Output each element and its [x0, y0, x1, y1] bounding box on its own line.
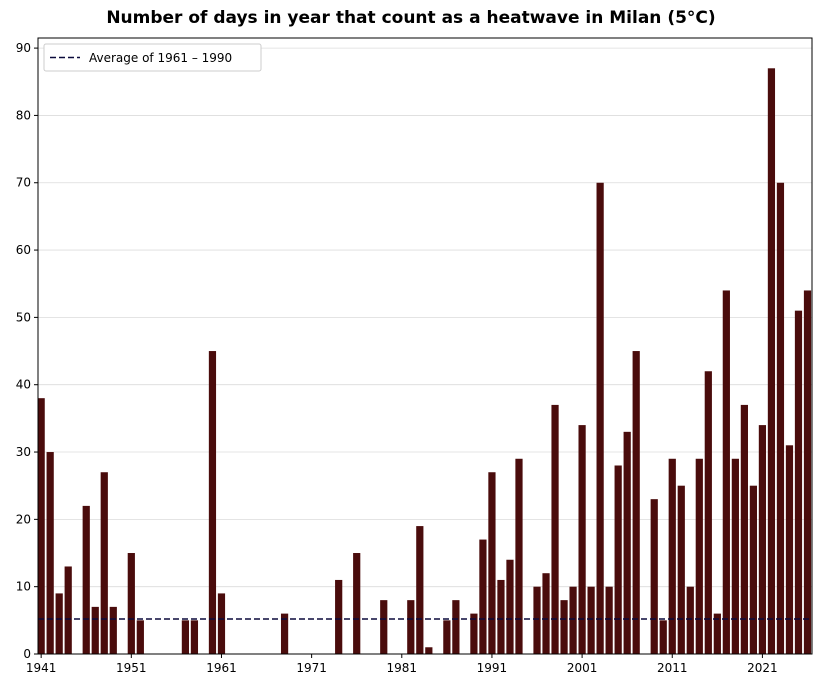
bar-1983: [416, 526, 424, 654]
x-tick-label: 1961: [206, 661, 237, 675]
bar-1992: [497, 579, 505, 654]
bar-1997: [542, 573, 550, 654]
bar-2012: [677, 485, 685, 654]
bar-2017: [722, 290, 730, 654]
y-tick-label: 30: [16, 445, 31, 459]
bar-2000: [569, 586, 577, 654]
x-tick-label: 1941: [26, 661, 57, 675]
plot-frame: [37, 37, 813, 655]
bar-1952: [136, 620, 144, 654]
bar-1968: [280, 613, 289, 654]
bar-2023: [776, 182, 785, 654]
bar-1957: [181, 620, 190, 654]
legend-box: [43, 43, 262, 72]
y-axis: 0 10 20 30 40 50 60 70 80 90: [16, 41, 38, 661]
bar-2019: [740, 404, 748, 654]
x-tick-label: 1951: [116, 661, 147, 675]
bars: [37, 68, 812, 654]
bar-1948: [100, 472, 108, 654]
bar-1942: [46, 452, 54, 654]
y-tick-label: 10: [16, 580, 31, 594]
bar-1974: [335, 579, 343, 654]
bar-2016: [713, 613, 721, 654]
y-tick-label: 20: [16, 512, 31, 526]
x-tick-label: 1991: [477, 661, 508, 675]
bar-1996: [533, 586, 541, 654]
y-tick-label: 90: [16, 41, 31, 55]
bar-1987: [452, 600, 460, 654]
bar-2001: [578, 425, 586, 654]
x-tick-label: 2021: [747, 661, 778, 675]
bar-2014: [695, 458, 703, 654]
bar-2015: [704, 371, 712, 654]
bar-1986: [443, 620, 451, 654]
legend-label: Average of 1961 – 1990: [89, 51, 232, 65]
bar-2006: [623, 431, 631, 654]
bar-1941: [37, 398, 45, 654]
bar-1989: [470, 613, 478, 654]
bar-1990: [479, 539, 487, 654]
x-tick-label: 1971: [296, 661, 327, 675]
bar-2021: [758, 425, 767, 654]
y-tick-label: 0: [23, 647, 31, 661]
bar-2020: [749, 485, 758, 654]
bar-1961: [217, 593, 226, 654]
x-tick-label: 2011: [657, 661, 688, 675]
bar-1984: [425, 647, 433, 654]
bar-1944: [64, 566, 72, 654]
bar-1999: [560, 600, 568, 654]
bar-1993: [506, 559, 514, 654]
y-tick-label: 40: [16, 378, 31, 392]
bar-2022: [767, 68, 776, 654]
bar-1960: [208, 351, 217, 654]
bar-2004: [605, 586, 613, 654]
bar-2025: [794, 310, 803, 654]
bar-1982: [407, 600, 415, 654]
y-tick-label: 60: [16, 243, 31, 257]
bar-1947: [91, 606, 99, 654]
x-tick-label: 2001: [567, 661, 598, 675]
y-tick-label: 80: [16, 108, 31, 122]
x-axis: 1941 1951 1961 1971 1981 1991 2001 2011 2021: [26, 654, 778, 675]
bar-1951: [127, 553, 135, 654]
bar-2002: [587, 586, 595, 654]
legend: Average of 1961 – 1990: [43, 43, 262, 72]
bar-1979: [380, 600, 388, 654]
x-tick-label: 1981: [387, 661, 418, 675]
bar-2009: [650, 499, 658, 654]
bar-2003: [596, 182, 604, 654]
bar-2013: [686, 586, 694, 654]
bar-2007: [632, 351, 640, 654]
bar-2026: [803, 290, 812, 654]
bar-2011: [668, 458, 676, 654]
y-tick-label: 70: [16, 176, 31, 190]
bar-1949: [109, 606, 117, 654]
bar-1943: [55, 593, 63, 654]
bar-1994: [515, 458, 523, 654]
y-tick-label: 50: [16, 310, 31, 324]
bar-1976: [353, 553, 361, 654]
bar-2005: [614, 465, 622, 654]
bar-1958: [190, 620, 199, 654]
bar-2010: [659, 620, 667, 654]
bar-1946: [82, 505, 90, 654]
bar-2024: [785, 445, 794, 654]
chart-title: Number of days in year that count as a h…: [106, 8, 716, 28]
bar-1991: [488, 472, 496, 654]
bar-2018: [731, 458, 739, 654]
bar-1998: [551, 404, 559, 654]
